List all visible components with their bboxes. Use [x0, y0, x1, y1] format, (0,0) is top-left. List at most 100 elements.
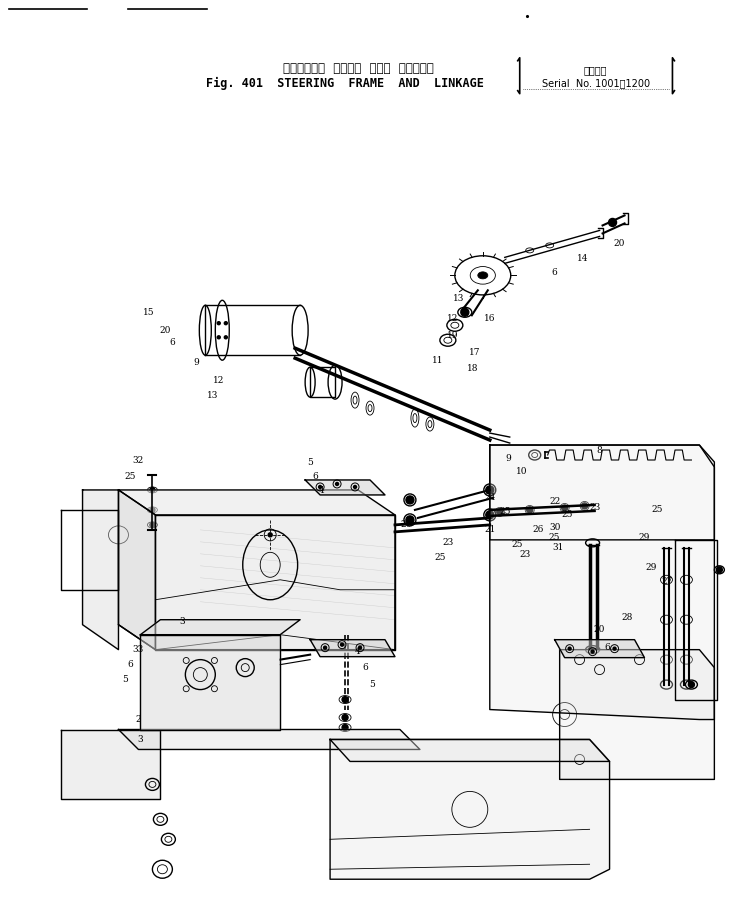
- Text: 14: 14: [577, 254, 589, 263]
- Circle shape: [688, 682, 694, 687]
- Polygon shape: [82, 490, 118, 650]
- Text: 17: 17: [469, 347, 481, 357]
- Circle shape: [486, 486, 494, 494]
- Polygon shape: [140, 620, 300, 635]
- Text: 5: 5: [307, 458, 313, 468]
- Polygon shape: [330, 739, 610, 880]
- Text: 23: 23: [442, 539, 453, 547]
- Text: 30: 30: [549, 523, 560, 532]
- Circle shape: [224, 335, 227, 339]
- Text: 25: 25: [124, 472, 136, 481]
- Text: 3: 3: [180, 617, 185, 626]
- Text: 25: 25: [434, 553, 446, 563]
- Circle shape: [342, 714, 348, 721]
- Text: 26: 26: [532, 526, 543, 534]
- Circle shape: [497, 509, 503, 515]
- Polygon shape: [140, 635, 280, 730]
- Text: 25: 25: [511, 541, 523, 550]
- Text: 21: 21: [484, 526, 496, 534]
- Polygon shape: [61, 730, 160, 799]
- Text: 29: 29: [646, 564, 657, 572]
- Text: 20: 20: [594, 626, 605, 634]
- Text: 12: 12: [213, 376, 224, 384]
- Circle shape: [150, 507, 155, 513]
- Circle shape: [336, 482, 339, 485]
- Circle shape: [406, 516, 414, 524]
- Text: 13: 13: [207, 391, 218, 399]
- Text: 13: 13: [453, 294, 464, 303]
- Circle shape: [354, 485, 357, 489]
- Text: 25: 25: [562, 510, 574, 519]
- Text: 6: 6: [312, 472, 318, 481]
- Text: 25: 25: [499, 507, 511, 517]
- Text: 4: 4: [355, 647, 361, 656]
- Text: 16: 16: [484, 314, 496, 322]
- Circle shape: [527, 507, 533, 513]
- Text: 27: 27: [662, 578, 673, 586]
- Text: 33: 33: [133, 645, 144, 654]
- Text: 8: 8: [597, 445, 602, 455]
- Ellipse shape: [478, 272, 488, 279]
- Text: 23: 23: [519, 551, 530, 559]
- Circle shape: [217, 335, 220, 339]
- Text: 31: 31: [552, 543, 563, 553]
- Text: Fig. 401  STEERING  FRAME  AND  LINKAGE: Fig. 401 STEERING FRAME AND LINKAGE: [206, 78, 484, 91]
- Circle shape: [359, 646, 362, 650]
- Polygon shape: [118, 730, 420, 749]
- Text: 適用号機: 適用号機: [583, 65, 607, 75]
- Text: 25: 25: [652, 505, 663, 515]
- Circle shape: [217, 322, 220, 324]
- Text: 6: 6: [363, 663, 368, 672]
- Circle shape: [341, 643, 344, 646]
- Circle shape: [342, 724, 348, 731]
- Text: 10: 10: [516, 468, 527, 477]
- Circle shape: [613, 647, 616, 650]
- Text: 6: 6: [552, 268, 557, 277]
- Text: 29: 29: [639, 533, 650, 542]
- Text: 22: 22: [549, 497, 560, 506]
- Circle shape: [568, 647, 571, 650]
- Text: 2: 2: [136, 715, 142, 724]
- Polygon shape: [155, 515, 395, 650]
- Circle shape: [461, 309, 469, 316]
- Circle shape: [609, 218, 616, 226]
- Text: 28: 28: [622, 614, 633, 622]
- Text: 4: 4: [319, 486, 325, 495]
- Circle shape: [224, 322, 227, 324]
- Text: 20: 20: [614, 239, 625, 248]
- Polygon shape: [118, 490, 395, 515]
- Text: Serial  No. 1001～1200: Serial No. 1001～1200: [542, 78, 649, 88]
- Text: 5: 5: [123, 675, 128, 684]
- Text: 32: 32: [133, 456, 144, 465]
- Polygon shape: [560, 650, 715, 780]
- Polygon shape: [555, 639, 644, 658]
- Text: 5: 5: [369, 680, 375, 689]
- Text: 9: 9: [505, 454, 511, 463]
- Text: 23: 23: [589, 504, 600, 513]
- Circle shape: [150, 522, 155, 528]
- Text: ステアリング  フレーム  および  リンケージ: ステアリング フレーム および リンケージ: [282, 62, 434, 75]
- Text: 24: 24: [484, 493, 496, 503]
- Circle shape: [150, 488, 155, 492]
- Text: 6: 6: [127, 660, 133, 669]
- Text: 25: 25: [549, 533, 560, 542]
- Text: 19: 19: [447, 331, 458, 340]
- Text: 26: 26: [400, 520, 412, 529]
- Polygon shape: [305, 480, 385, 495]
- Circle shape: [318, 485, 321, 489]
- Text: 9: 9: [193, 358, 199, 367]
- Polygon shape: [490, 445, 715, 720]
- Circle shape: [324, 646, 327, 650]
- Polygon shape: [330, 739, 610, 761]
- Circle shape: [716, 566, 722, 573]
- Text: 11: 11: [432, 356, 443, 365]
- Polygon shape: [118, 490, 155, 650]
- Text: 15: 15: [142, 308, 154, 317]
- Circle shape: [342, 697, 348, 702]
- Text: 6: 6: [169, 338, 175, 346]
- Circle shape: [406, 496, 414, 504]
- Circle shape: [591, 650, 594, 653]
- Polygon shape: [310, 639, 395, 657]
- Circle shape: [582, 503, 588, 509]
- Circle shape: [486, 511, 494, 519]
